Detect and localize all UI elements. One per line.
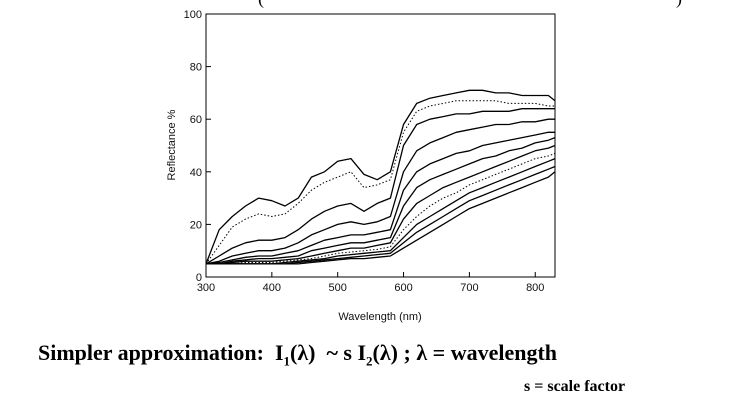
series-line-11 xyxy=(206,171,556,265)
scale-factor-note: s = scale factor xyxy=(524,378,626,395)
caption-i2-sub: 2 xyxy=(366,353,373,369)
caption-def: = wavelength xyxy=(432,340,558,365)
caption-lambda: λ xyxy=(416,340,428,365)
y-tick-label: 0 xyxy=(196,272,202,284)
caption-i1: I xyxy=(274,340,284,365)
y-tick-label: 80 xyxy=(190,62,202,74)
caption-lambda1: (λ) xyxy=(290,340,316,365)
caption-i1-sub: 1 xyxy=(283,353,291,369)
cropped-text-fragment-left: ( xyxy=(258,0,264,9)
series-line-2 xyxy=(205,100,555,265)
caption-approx: ~ s I xyxy=(326,340,367,365)
series-group xyxy=(205,89,556,265)
caption-lead: Simpler approximation: xyxy=(38,340,264,365)
cropped-text-fragment-right: ) xyxy=(676,0,682,9)
x-tick-label: 400 xyxy=(263,282,281,294)
reflectance-chart: 300 400 500 600 700 800 0 20 40 60 80 100 Wavelengt… xyxy=(166,9,556,323)
series-line-10 xyxy=(206,165,556,265)
caption-lambda2: (λ) ; xyxy=(372,340,411,365)
series-line-1 xyxy=(205,89,556,265)
x-tick-label: 800 xyxy=(526,282,544,294)
series-line-6 xyxy=(206,136,556,265)
series-line-9 xyxy=(206,157,556,265)
caption-formula: Simpler approximation: I1(λ) ~ s I2(λ) ;… xyxy=(38,340,557,369)
plot-frame xyxy=(205,13,556,278)
series-line-4 xyxy=(205,118,555,265)
y-tick-label: 40 xyxy=(190,167,202,179)
y-tick-label: 20 xyxy=(190,219,202,231)
x-tick-label: 700 xyxy=(460,282,478,294)
x-axis-label: Wavelength (nm) xyxy=(338,311,421,323)
x-tick-label: 500 xyxy=(329,282,347,294)
y-axis-label: Reflectance % xyxy=(166,109,178,180)
x-tick-label: 600 xyxy=(394,282,412,294)
y-tick-label: 100 xyxy=(184,9,202,21)
y-tick-label: 60 xyxy=(190,114,202,126)
series-line-3 xyxy=(205,108,555,265)
axis-ticks: 300 400 500 600 700 800 0 20 40 60 80 100 xyxy=(184,9,545,294)
series-line-7 xyxy=(206,144,556,265)
x-tick-label: 300 xyxy=(197,282,215,294)
series-line-8 xyxy=(206,152,556,265)
series-line-5 xyxy=(205,131,555,265)
